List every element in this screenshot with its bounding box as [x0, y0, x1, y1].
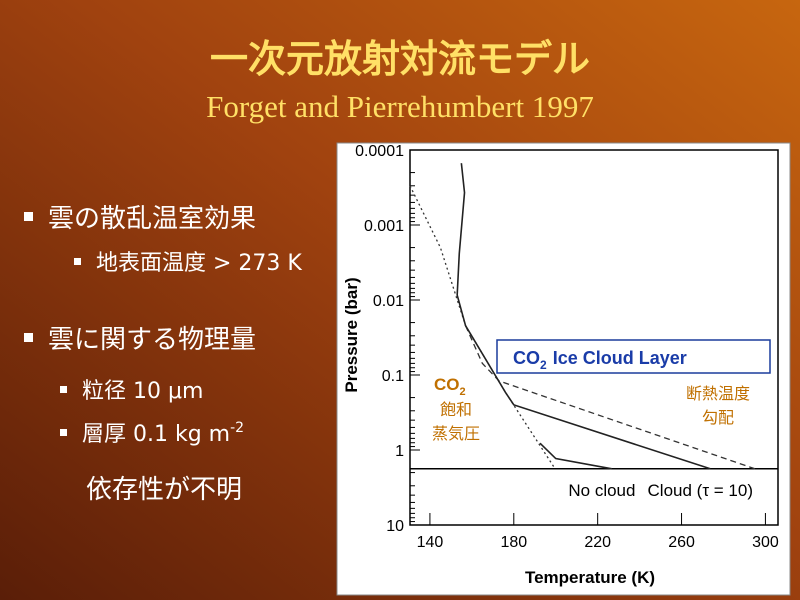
saturation-label: 蒸気圧	[432, 425, 480, 443]
bullet-marker	[60, 429, 67, 436]
y-tick-label: 0.001	[364, 218, 404, 235]
y-tick-label: 0.1	[382, 368, 404, 385]
slide-subtitle: Forget and Pierrehumbert 1997	[206, 89, 594, 124]
x-tick-label: 300	[752, 534, 779, 551]
series-line	[456, 163, 711, 470]
y-axis-title: Pressure (bar)	[342, 277, 361, 392]
bullet-marker	[24, 333, 33, 342]
bullet: 雲の散乱温室効果	[48, 204, 256, 234]
adiabat-label: 断熱温度	[686, 385, 750, 403]
bullet-marker	[24, 212, 33, 221]
slide-title: 一次元放射対流モデル	[210, 37, 590, 81]
bullet-marker	[74, 258, 81, 265]
series-label: No cloud	[568, 481, 635, 500]
series-label: Cloud (τ = 10)	[648, 481, 753, 500]
saturation-label: 飽和	[440, 401, 472, 419]
x-tick-label: 260	[668, 534, 695, 551]
cloud-layer-label: CO2 Ice Cloud Layer	[513, 348, 687, 372]
chart: Temperature (K) Pressure (bar) CO2 Ice Cl…	[336, 142, 791, 596]
note: 依存性が不明	[86, 475, 242, 505]
label-part: Ice Cloud Layer	[553, 348, 687, 368]
plot-frame	[409, 149, 779, 526]
label-part: CO	[513, 348, 540, 368]
x-axis-title: Temperature (K)	[525, 568, 655, 587]
sub-bullet: 粒径 10 μm	[82, 379, 203, 404]
subscript: 2	[460, 386, 466, 398]
saturation-label: CO2	[434, 375, 466, 398]
sub-bullet: 地表面温度 > 273 K	[96, 251, 302, 276]
x-tick-label: 220	[584, 534, 611, 551]
adiabat-label: 勾配	[702, 409, 734, 427]
cloud-layer-box	[496, 339, 771, 374]
label-part: CO	[434, 375, 460, 394]
x-tick-label: 180	[500, 534, 527, 551]
y-tick-label: 1	[395, 443, 404, 460]
y-tick-label: 0.01	[373, 293, 404, 310]
series-line	[539, 442, 613, 470]
bullet: 雲に関する物理量	[48, 325, 256, 355]
sub-bullet-text: 層厚 0.1 kg m	[82, 422, 230, 447]
subscript: 2	[540, 358, 547, 372]
x-tick-label: 140	[417, 534, 444, 551]
bullet-marker	[60, 386, 67, 393]
y-tick-label: 10	[386, 518, 404, 535]
sub-bullet: 層厚 0.1 kg m-2	[82, 420, 244, 447]
superscript: -2	[230, 420, 244, 436]
y-tick-label: 0.0001	[355, 143, 404, 160]
series-line	[464, 325, 756, 470]
